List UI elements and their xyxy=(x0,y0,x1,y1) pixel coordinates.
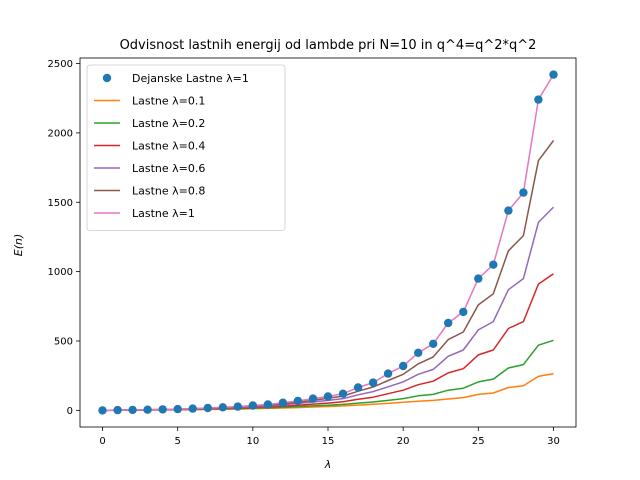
legend-label: Lastne λ=0.4 xyxy=(132,140,205,153)
scatter-point xyxy=(233,402,242,411)
chart-title: Odvisnost lastnih energij od lambde pri … xyxy=(120,38,537,53)
scatter-point xyxy=(549,70,558,79)
scatter-point xyxy=(429,339,438,348)
x-tick-label: 30 xyxy=(547,436,560,447)
legend-box xyxy=(86,64,286,231)
y-tick-label: 1500 xyxy=(48,198,73,209)
scatter-point xyxy=(113,405,122,415)
y-axis-label: E(n) xyxy=(12,234,25,257)
scatter-point xyxy=(383,369,393,378)
scatter-point xyxy=(173,404,182,414)
scatter-point xyxy=(338,389,348,398)
scatter-point xyxy=(263,400,273,409)
legend-label: Lastne λ=0.1 xyxy=(132,95,205,108)
y-tick-label: 2500 xyxy=(48,59,73,70)
scatter-point xyxy=(143,405,152,414)
scatter-point xyxy=(293,396,303,406)
y-tick-label: 2000 xyxy=(48,128,73,139)
scatter-point xyxy=(459,307,468,317)
x-tick-label: 20 xyxy=(397,436,410,447)
y-tick-label: 1000 xyxy=(48,267,73,278)
scatter-point xyxy=(308,394,318,403)
scatter-point xyxy=(278,398,288,407)
y-tick-label: 500 xyxy=(54,336,73,347)
x-tick-label: 25 xyxy=(472,436,485,447)
legend-label: Lastne λ=1 xyxy=(132,207,195,220)
scatter-point xyxy=(158,405,167,414)
scatter-point xyxy=(128,405,137,415)
scatter-point xyxy=(98,406,107,415)
x-tick-label: 15 xyxy=(322,436,335,447)
scatter-point xyxy=(353,383,363,392)
x-tick-label: 5 xyxy=(175,436,181,447)
x-axis: 0 5 10 15 20 25 30 xyxy=(99,427,560,447)
scatter-point xyxy=(368,378,378,387)
scatter-point xyxy=(489,260,498,269)
scatter-point xyxy=(474,274,483,283)
scatter-point xyxy=(188,404,197,413)
scatter-point xyxy=(399,361,408,371)
x-axis-label: λ xyxy=(324,458,332,471)
x-tick-label: 0 xyxy=(99,436,105,447)
scatter-point xyxy=(504,206,513,215)
scatter-point xyxy=(444,318,453,328)
legend-label: Dejanske Lastne λ=1 xyxy=(132,72,249,85)
x-tick-label: 10 xyxy=(246,436,259,447)
legend-marker xyxy=(102,73,112,83)
y-axis: 0 500 1000 1500 2000 2500 xyxy=(48,59,80,417)
legend-label: Lastne λ=0.8 xyxy=(132,185,205,198)
scatter-point xyxy=(414,348,423,357)
scatter-point xyxy=(519,188,528,197)
scatter-point xyxy=(248,401,257,410)
legend-label: Lastne λ=0.6 xyxy=(132,162,205,175)
plot-area xyxy=(79,57,577,428)
scatter-point xyxy=(323,392,333,401)
scatter-point xyxy=(534,95,543,104)
y-tick-label: 0 xyxy=(67,406,73,417)
scatter-point xyxy=(218,403,227,412)
legend-label: Lastne λ=0.2 xyxy=(132,117,205,130)
scatter-point xyxy=(203,403,212,413)
legend: Dejanske Lastne λ=1 Lastne λ=0.1 Lastne λ=… xyxy=(86,64,286,231)
